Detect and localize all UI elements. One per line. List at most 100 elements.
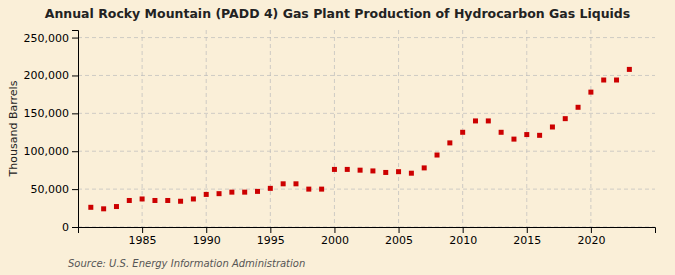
y-tick-label: 50,000 — [31, 183, 70, 196]
x-tick: 2010 — [449, 227, 477, 247]
x-tick-mark — [527, 227, 528, 233]
grid-line-y — [78, 189, 655, 190]
x-tick: 1990 — [193, 227, 221, 247]
x-tick-mark — [142, 227, 143, 233]
x-tick-label: 2020 — [577, 234, 605, 247]
point — [601, 78, 606, 83]
source-note: Source: U.S. Energy Information Administ… — [68, 258, 305, 269]
point — [332, 167, 337, 172]
x-tick: 2000 — [321, 227, 349, 247]
point — [319, 187, 324, 192]
y-tick-mark — [72, 227, 78, 228]
x-tick-mark — [463, 227, 464, 233]
y-tick-mark — [72, 151, 78, 152]
point — [370, 168, 375, 173]
point — [88, 205, 93, 210]
grid-line-x — [590, 30, 591, 227]
y-tick-label: 150,000 — [24, 107, 70, 120]
point — [345, 167, 350, 172]
grid-line-x — [270, 30, 271, 227]
x-tick-mark — [206, 227, 207, 233]
y-tick: 150,000 — [24, 107, 79, 120]
point — [588, 90, 593, 95]
y-tick-mark — [72, 113, 78, 114]
y-tick-label: 0 — [62, 221, 69, 234]
point — [268, 186, 273, 191]
x-tick: 1995 — [257, 227, 285, 247]
point — [281, 181, 286, 186]
x-axis-line — [79, 228, 656, 234]
point — [550, 124, 555, 129]
grid-line-y — [78, 113, 655, 114]
point — [101, 206, 106, 211]
point — [191, 196, 196, 201]
y-axis-line — [72, 31, 79, 228]
y-tick: 250,000 — [24, 32, 79, 45]
x-tick-label: 1985 — [129, 234, 157, 247]
y-tick-mark — [72, 38, 78, 39]
x-tick-mark — [270, 227, 271, 233]
point — [217, 191, 222, 196]
point — [576, 105, 581, 110]
point — [114, 204, 119, 209]
y-tick-mark — [72, 189, 78, 190]
y-tick: 50,000 — [31, 183, 79, 196]
x-tick: 2005 — [385, 227, 413, 247]
y-tick: 100,000 — [24, 145, 79, 158]
y-tick-label: 250,000 — [24, 32, 70, 45]
point — [614, 78, 619, 83]
point — [563, 116, 568, 121]
grid-line-x — [206, 30, 207, 227]
grid-line-y — [78, 75, 655, 76]
x-tick-label: 2010 — [449, 234, 477, 247]
grid-line-x — [398, 30, 399, 227]
y-tick: 0 — [62, 221, 78, 234]
point — [178, 199, 183, 204]
point — [358, 168, 363, 173]
x-tick-label: 1990 — [193, 234, 221, 247]
y-tick-label: 100,000 — [24, 145, 70, 158]
grid-line-x — [462, 30, 463, 227]
grid-line-y — [78, 37, 655, 38]
y-tick: 200,000 — [24, 69, 79, 82]
x-tick-label: 2005 — [385, 234, 413, 247]
point — [486, 118, 491, 123]
point — [165, 198, 170, 203]
point — [537, 133, 542, 138]
point — [127, 198, 132, 203]
point — [627, 67, 632, 72]
y-tick-label: 200,000 — [24, 69, 70, 82]
title: Annual Rocky Mountain (PADD 4) Gas Plant… — [45, 6, 631, 21]
point — [422, 165, 427, 170]
grid-line-x — [526, 30, 527, 227]
x-axis: 1985 1990 1995 2000 2005 2010 2015 2020 — [79, 227, 656, 247]
point — [447, 140, 452, 145]
point — [140, 196, 145, 201]
point — [293, 181, 298, 186]
point — [255, 189, 260, 194]
x-tick-label: 2000 — [321, 234, 349, 247]
x-tick-label: 1995 — [257, 234, 285, 247]
x-tick-mark — [591, 227, 592, 233]
point — [152, 198, 157, 203]
point — [409, 171, 414, 176]
point — [511, 137, 516, 142]
y-axis-title: Thousand Barrels — [7, 80, 20, 177]
point — [473, 118, 478, 123]
plot-area: 1985 1990 1995 2000 2005 2010 2015 2020 0 50,000 1… — [24, 30, 656, 247]
x-tick: 2015 — [513, 227, 541, 247]
x-tick: 2020 — [577, 227, 605, 247]
grid-line-x — [334, 30, 335, 227]
point — [229, 190, 234, 195]
point — [383, 170, 388, 175]
points — [88, 67, 632, 211]
point — [460, 130, 465, 135]
x-tick-label: 2015 — [513, 234, 541, 247]
point — [435, 153, 440, 158]
grid-line-y — [78, 151, 655, 152]
point — [204, 192, 209, 197]
point — [306, 187, 311, 192]
y-tick-mark — [72, 75, 78, 76]
x-tick: 1985 — [129, 227, 157, 247]
point — [499, 130, 504, 135]
